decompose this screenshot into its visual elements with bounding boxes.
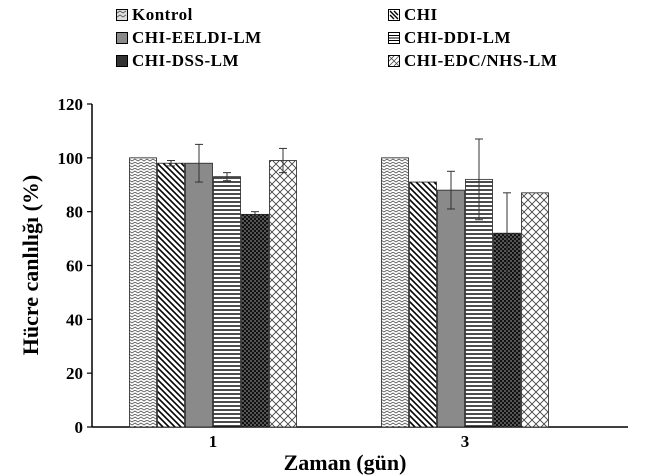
x-tick-label: 3 (461, 432, 470, 451)
legend-item-chi-dss-lm: CHI-DSS-LM (116, 51, 239, 71)
x-tick-label: 1 (209, 432, 218, 451)
bar-chi-ddi-lm-day-1 (213, 176, 241, 428)
legend-swatch-chi-dss-lm (116, 55, 128, 67)
legend-swatch-chi (388, 9, 400, 21)
bar-chi-edc-nhs-lm-day-1 (269, 160, 297, 428)
bar-chi-edc-nhs-lm-day-3 (521, 192, 549, 428)
bar-kontrol-day-3 (381, 157, 409, 428)
bar-chi-ddi-lm-day-3 (465, 178, 493, 428)
bars-group (129, 157, 549, 428)
legend-label: CHI-EELDI-LM (132, 28, 262, 47)
error-bars-group (167, 138, 511, 275)
y-tick-label: 0 (75, 418, 84, 437)
legend-swatch-chi-ddi-lm (388, 32, 400, 44)
legend-item-chi-edc-nhs-lm: CHI-EDC/NHS-LM (388, 51, 557, 71)
y-axis-label: Hücre canlılığı (%) (18, 175, 43, 355)
y-tick-label: 100 (58, 149, 84, 168)
bar-chi-day-1 (157, 162, 185, 428)
legend-label: CHI-EDC/NHS-LM (404, 51, 558, 70)
legend-label: CHI-DSS-LM (132, 51, 240, 70)
y-tick-label: 80 (66, 203, 83, 222)
legend-item-chi: CHI (388, 5, 438, 25)
bar-chi-dss-lm-day-1 (241, 213, 269, 428)
legend-item-chi-ddi-lm: CHI-DDI-LM (388, 28, 511, 48)
y-tick-label: 20 (66, 364, 83, 383)
legend-item-kontrol: Kontrol (116, 5, 193, 25)
y-tick-label: 40 (66, 310, 83, 329)
legend: Kontrol CHI CHI-EELDI-LM CHI-DDI-LM CHI-DSS-… (0, 0, 648, 80)
bar-kontrol-day-1 (129, 157, 157, 428)
legend-swatch-chi-eeldi-lm (116, 32, 128, 44)
legend-label: CHI (404, 5, 438, 24)
legend-label: CHI-DDI-LM (404, 28, 511, 47)
bar-chi-eeldi-lm-day-3 (437, 189, 465, 428)
y-tick-label: 60 (66, 257, 83, 276)
legend-label: Kontrol (132, 5, 193, 24)
legend-swatch-kontrol (116, 9, 128, 21)
legend-item-chi-eeldi-lm: CHI-EELDI-LM (116, 28, 262, 48)
y-tick-label: 120 (58, 95, 84, 114)
bar-chi-eeldi-lm-day-1 (185, 162, 213, 428)
x-axis-label: Zaman (gün) (284, 450, 407, 475)
bar-chi-day-3 (409, 181, 437, 428)
legend-swatch-chi-edc-nhs-lm (388, 55, 400, 67)
